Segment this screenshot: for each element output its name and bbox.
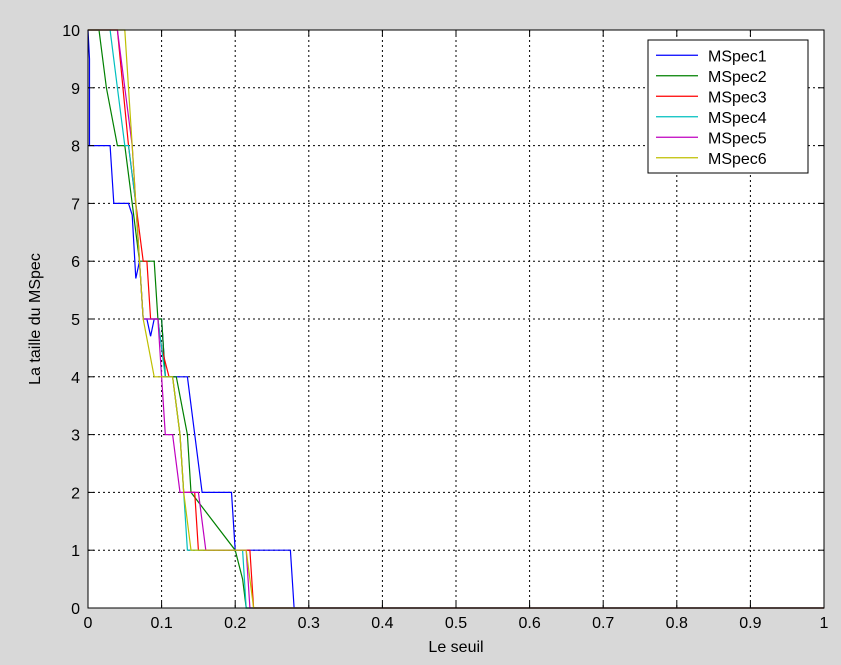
legend-label-6: MSpec6 <box>708 151 767 168</box>
y-tick-label: 3 <box>71 428 80 445</box>
x-tick-label: 0.3 <box>298 615 320 632</box>
x-tick-label: 0.1 <box>150 615 172 632</box>
legend-label-3: MSpec3 <box>708 89 767 106</box>
x-tick-label: 0.2 <box>224 615 246 632</box>
legend-label-2: MSpec2 <box>708 69 767 86</box>
y-tick-label: 2 <box>71 485 80 502</box>
x-tick-label: 0 <box>84 615 93 632</box>
series-line-6 <box>88 29 824 609</box>
series-lines <box>87 29 824 609</box>
legend-label-4: MSpec4 <box>708 110 767 127</box>
y-axis-label: La taille du MSpec <box>27 253 44 385</box>
x-tick-label: 0.8 <box>666 615 688 632</box>
y-tick-label: 6 <box>71 254 80 271</box>
y-tick-label: 9 <box>71 81 80 98</box>
x-tick-label: 0.9 <box>739 615 761 632</box>
legend: MSpec1 MSpec2 MSpec3 MSpec4 MSpec5 MSpec6 <box>647 39 809 174</box>
y-tick-label: 7 <box>71 196 80 213</box>
y-tick-label: 10 <box>62 23 80 40</box>
x-tick-label: 0.5 <box>445 615 467 632</box>
y-tick-label: 1 <box>71 543 80 560</box>
y-tick-label: 5 <box>71 312 80 329</box>
y-tick-label: 0 <box>71 601 80 618</box>
x-tick-label: 1 <box>820 615 829 632</box>
legend-box <box>647 39 809 174</box>
x-tick-label: 0.6 <box>518 615 540 632</box>
legend-label-5: MSpec5 <box>708 130 767 147</box>
x-tick-label: 0.4 <box>371 615 393 632</box>
x-axis-label: Le seuil <box>428 639 483 656</box>
legend-label-1: MSpec1 <box>708 48 767 65</box>
x-tick-label: 0.7 <box>592 615 614 632</box>
y-tick-label: 8 <box>71 139 80 156</box>
axis-ticks: 0 0.1 0.2 0.3 0.4 0.5 0.6 0.7 0.8 0.9 101234567891… <box>62 23 828 632</box>
y-tick-label: 4 <box>71 370 80 387</box>
